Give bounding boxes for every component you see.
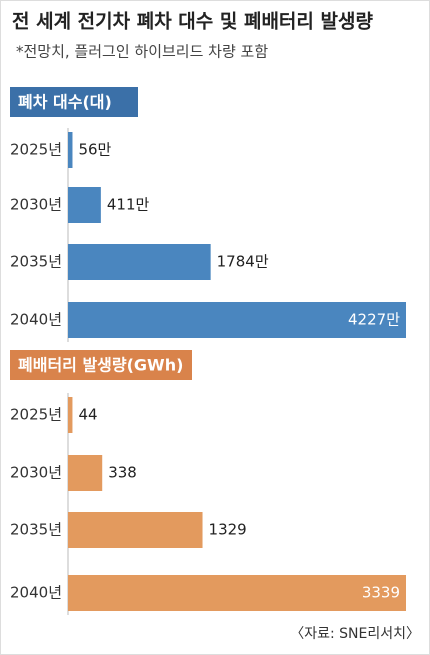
title: 전 세계 전기차 폐차 대수 및 폐배터리 발생량 xyxy=(12,11,373,33)
bar xyxy=(68,302,406,338)
bar xyxy=(68,244,211,280)
section-header-box xyxy=(10,87,138,117)
section-header: 폐배터리 발생량(GWh) xyxy=(18,356,183,375)
bar xyxy=(68,397,73,433)
subtitle: *전망치, 플러그인 하이브리드 차량 포함 xyxy=(16,43,268,61)
category-label: 2040년 xyxy=(10,311,62,329)
category-label: 2040년 xyxy=(10,584,62,602)
bar xyxy=(68,512,203,548)
category-label: 2035년 xyxy=(10,253,62,271)
bar xyxy=(68,132,73,168)
category-label: 2030년 xyxy=(10,464,62,482)
value-label: 1784만 xyxy=(217,253,269,271)
bar xyxy=(68,575,406,611)
section-header-box xyxy=(10,350,192,380)
value-label: 338 xyxy=(108,464,137,482)
category-label: 2035년 xyxy=(10,521,62,539)
source: 〈자료: SNE리서치〉 xyxy=(290,626,420,642)
section-header: 폐차 대수(대) xyxy=(18,93,112,112)
category-label: 2025년 xyxy=(10,141,62,159)
value-label: 44 xyxy=(78,406,97,424)
value-label: 4227만 xyxy=(348,311,400,329)
value-label: 1329 xyxy=(209,521,247,539)
bar xyxy=(68,187,101,223)
category-label: 2025년 xyxy=(10,406,62,424)
value-label: 56만 xyxy=(78,141,111,159)
value-label: 3339 xyxy=(362,584,400,602)
bar xyxy=(68,455,103,491)
category-label: 2030년 xyxy=(10,196,62,214)
value-label: 411만 xyxy=(107,196,150,214)
